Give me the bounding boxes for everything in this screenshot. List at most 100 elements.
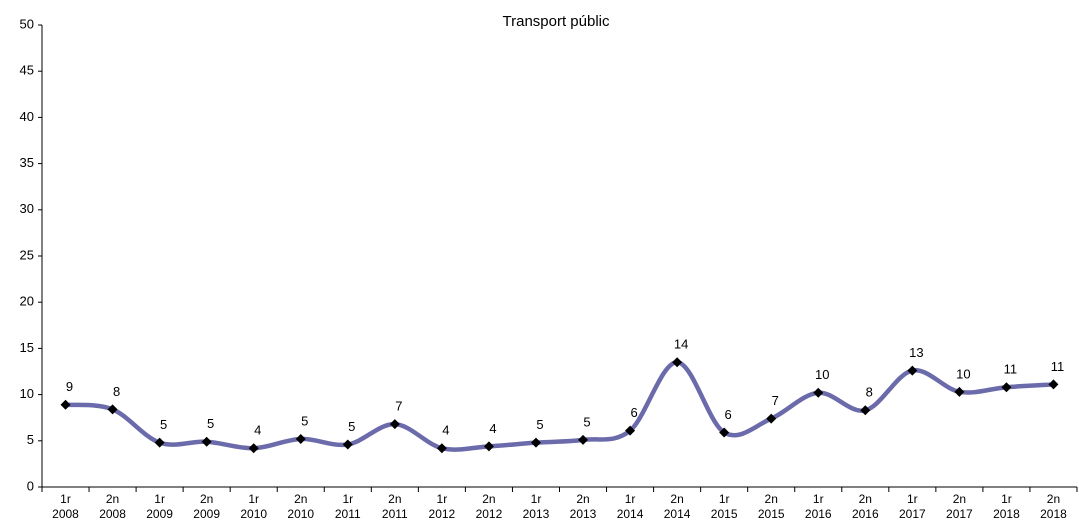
- x-tick-label: 1r: [60, 492, 71, 506]
- data-label: 4: [254, 423, 261, 438]
- x-tick-label: 2008: [99, 507, 126, 521]
- x-tick-label: 2010: [287, 507, 314, 521]
- data-label: 5: [536, 417, 543, 432]
- data-point: [578, 434, 589, 445]
- data-point: [907, 365, 918, 376]
- data-point: [813, 387, 824, 398]
- data-point: [719, 427, 730, 438]
- data-point: [436, 443, 447, 454]
- x-tick-label: 2014: [664, 507, 691, 521]
- y-tick-label: 50: [20, 16, 34, 31]
- data-label: 13: [909, 345, 923, 360]
- x-tick-label: 2n: [765, 492, 778, 506]
- data-point: [860, 405, 871, 416]
- y-tick-label: 0: [27, 478, 34, 493]
- data-label: 5: [583, 414, 590, 429]
- x-tick-label: 2n: [482, 492, 495, 506]
- data-label: 4: [442, 423, 449, 438]
- x-tick-label: 2009: [146, 507, 173, 521]
- data-label: 4: [489, 421, 496, 436]
- data-label: 5: [348, 419, 355, 434]
- x-tick-label: 2016: [852, 507, 879, 521]
- x-tick-label: 1r: [437, 492, 448, 506]
- data-point: [1048, 379, 1059, 390]
- data-point: [766, 413, 777, 424]
- data-point: [248, 443, 259, 454]
- x-tick-label: 1r: [625, 492, 636, 506]
- x-tick-label: 2012: [476, 507, 503, 521]
- y-tick-label: 15: [20, 340, 34, 355]
- data-label: 7: [395, 399, 402, 414]
- x-tick-label: 2012: [429, 507, 456, 521]
- data-label: 10: [956, 366, 970, 381]
- data-label: 14: [674, 337, 688, 352]
- data-point: [672, 357, 683, 368]
- x-tick-label: 2n: [859, 492, 872, 506]
- x-tick-label: 1r: [342, 492, 353, 506]
- x-tick-label: 2016: [805, 507, 832, 521]
- data-label: 8: [113, 384, 120, 399]
- y-tick-label: 45: [20, 63, 34, 78]
- x-tick-label: 2013: [570, 507, 597, 521]
- x-tick-label: 2n: [1047, 492, 1060, 506]
- x-tick-label: 2018: [1040, 507, 1067, 521]
- x-tick-label: 2010: [240, 507, 267, 521]
- x-tick-label: 2015: [711, 507, 738, 521]
- data-label: 6: [630, 405, 637, 420]
- x-tick-label: 2017: [946, 507, 973, 521]
- x-tick-label: 2011: [335, 507, 361, 521]
- x-tick-label: 2009: [193, 507, 220, 521]
- x-tick-label: 1r: [813, 492, 824, 506]
- x-tick-label: 2n: [388, 492, 401, 506]
- x-tick-label: 1r: [248, 492, 259, 506]
- data-point: [107, 404, 118, 415]
- data-label: 5: [207, 416, 214, 431]
- data-label: 7: [772, 393, 779, 408]
- x-tick-label: 2015: [758, 507, 785, 521]
- y-tick-label: 5: [27, 432, 34, 447]
- chart-title: Transport públic: [503, 13, 610, 30]
- data-point: [295, 433, 306, 444]
- x-tick-label: 1r: [719, 492, 730, 506]
- y-tick-label: 10: [20, 386, 34, 401]
- x-tick-label: 2n: [670, 492, 683, 506]
- series-line: [65, 360, 1054, 452]
- data-point: [1001, 382, 1012, 393]
- x-tick-label: 2018: [993, 507, 1020, 521]
- x-tick-label: 2008: [52, 507, 79, 521]
- data-point: [154, 437, 165, 448]
- data-point: [389, 419, 400, 430]
- data-point: [625, 425, 636, 436]
- data-label: 5: [301, 413, 308, 428]
- y-tick-label: 25: [20, 247, 34, 262]
- x-tick-label: 2n: [200, 492, 213, 506]
- y-tick-label: 35: [20, 155, 34, 170]
- x-tick-label: 2014: [617, 507, 644, 521]
- data-label: 11: [1004, 362, 1018, 377]
- x-tick-label: 1r: [531, 492, 542, 506]
- data-point: [60, 399, 71, 410]
- y-tick-label: 40: [20, 109, 34, 124]
- data-label: 5: [160, 417, 167, 432]
- x-tick-label: 2n: [106, 492, 119, 506]
- x-tick-label: 1r: [907, 492, 918, 506]
- data-label: 6: [725, 407, 732, 422]
- data-label: 8: [866, 385, 873, 400]
- data-label: 9: [66, 379, 73, 394]
- data-point: [201, 436, 212, 447]
- x-tick-label: 2n: [294, 492, 307, 506]
- data-point: [342, 439, 353, 450]
- x-tick-label: 1r: [1001, 492, 1012, 506]
- x-tick-label: 1r: [154, 492, 165, 506]
- x-tick-label: 2017: [899, 507, 926, 521]
- x-tick-label: 2011: [382, 507, 408, 521]
- data-point: [954, 386, 965, 397]
- x-tick-label: 2n: [953, 492, 966, 506]
- y-tick-label: 30: [20, 201, 34, 216]
- x-tick-label: 2013: [523, 507, 550, 521]
- data-point: [483, 441, 494, 452]
- y-tick-label: 20: [20, 294, 34, 309]
- data-label: 11: [1051, 359, 1065, 374]
- data-label: 10: [815, 367, 829, 382]
